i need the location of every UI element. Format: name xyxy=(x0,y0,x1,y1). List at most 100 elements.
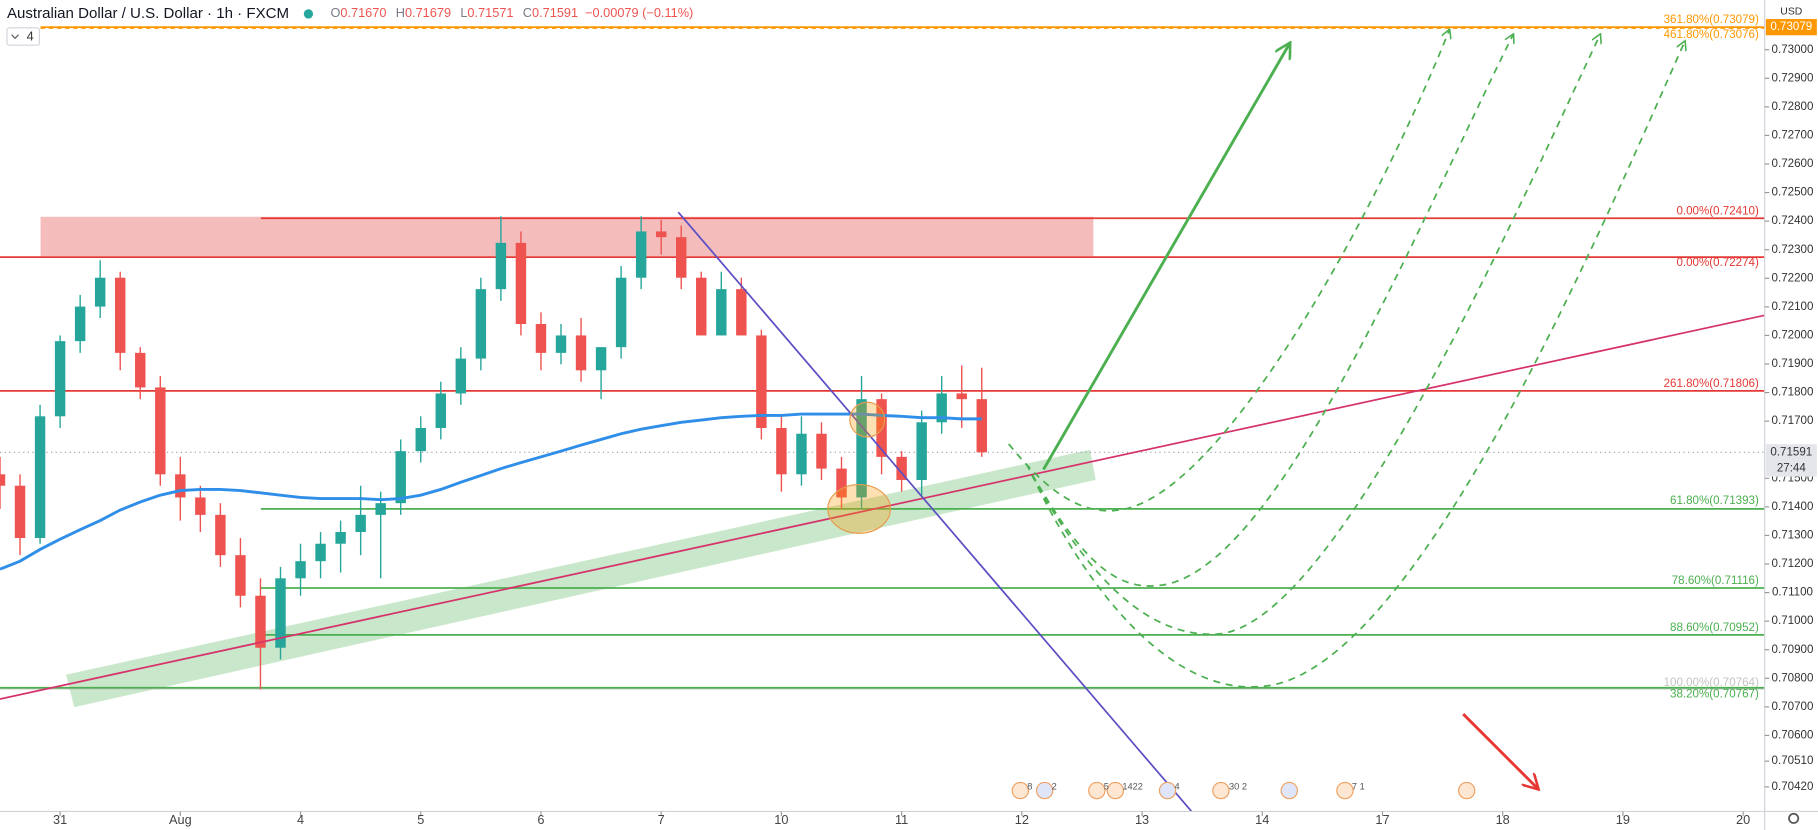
event-icon[interactable] xyxy=(1035,781,1054,800)
x-tick-label: 19 xyxy=(1616,812,1630,827)
candle-body xyxy=(916,422,927,481)
candle-body xyxy=(776,428,787,475)
y-tick-label: 0.72500 xyxy=(1772,187,1814,199)
candle-body xyxy=(94,277,106,307)
event-icon[interactable] xyxy=(1336,781,1354,800)
settings-icon[interactable] xyxy=(1788,812,1800,824)
drawings-front xyxy=(0,30,1765,812)
y-tick-label: 0.72700 xyxy=(1772,129,1814,141)
event-icon[interactable] xyxy=(1088,781,1106,800)
level-label: 361.80%(0.73079) xyxy=(1664,14,1759,26)
event-label: 2 xyxy=(1052,782,1057,792)
level-label: 261.80%(0.71806) xyxy=(1664,378,1759,390)
y-tick-label: 0.71300 xyxy=(1772,530,1814,542)
level-label: 461.80%(0.73076) xyxy=(1664,29,1759,41)
x-tick-label: 7 xyxy=(658,812,665,827)
y-tick-label: 0.72000 xyxy=(1772,330,1814,342)
x-tick-label: 18 xyxy=(1496,812,1510,827)
highlight xyxy=(849,401,886,438)
price-tag xyxy=(1765,444,1817,477)
trend-line xyxy=(0,314,1765,700)
level-label: 100.00%(0.70764) xyxy=(1664,677,1759,689)
candle-body xyxy=(595,347,607,371)
highlight xyxy=(827,483,892,534)
candle-body xyxy=(275,578,286,648)
candle-body xyxy=(175,474,186,498)
event-icon[interactable] xyxy=(1158,781,1177,800)
legend-key: C xyxy=(523,5,532,20)
resistance-zone xyxy=(40,216,1094,257)
event-label: 30 2 xyxy=(1229,782,1247,792)
candle-body xyxy=(14,485,26,539)
event-icon[interactable] xyxy=(1011,781,1030,800)
y-tick-label: 0.70900 xyxy=(1772,644,1814,656)
forecast-path xyxy=(1031,35,1600,635)
candle-body xyxy=(495,242,507,290)
event-icon[interactable] xyxy=(1212,781,1230,800)
y-tick-label: 0.72600 xyxy=(1772,158,1814,170)
legend-key: L xyxy=(460,5,467,20)
candle-body xyxy=(756,335,767,429)
countdown: 27:44 xyxy=(1777,463,1807,475)
candle-body xyxy=(896,456,907,481)
candle-body xyxy=(0,474,6,486)
candle-body xyxy=(956,393,967,400)
x-tick-label: 6 xyxy=(537,812,544,827)
event-label: 4 xyxy=(1175,782,1180,792)
candle-body xyxy=(415,428,426,452)
forecast-arrow xyxy=(1042,44,1289,471)
event-icon[interactable] xyxy=(1280,781,1298,800)
candle-body xyxy=(696,277,707,336)
candle-body xyxy=(716,289,727,336)
candle-body xyxy=(976,399,987,453)
candle-body xyxy=(235,555,246,596)
legend-value: 0.71679 xyxy=(405,5,451,20)
indicator-toggle[interactable] xyxy=(6,27,41,46)
y-tick-label: 0.71500 xyxy=(1772,472,1814,484)
y-tick-label: 0.71400 xyxy=(1772,501,1814,513)
ohlc-legend: O0.71670 H0.71679 L0.71571 C0.71591 −0.00079… xyxy=(330,5,693,20)
event-label: 1422 xyxy=(1122,782,1143,792)
moving-average xyxy=(0,412,982,571)
candle-body xyxy=(475,289,487,359)
chevron xyxy=(11,34,19,40)
currency: USD xyxy=(1780,6,1802,17)
x-tick-label: Aug xyxy=(169,812,192,827)
candle-body xyxy=(615,277,627,348)
candle-body xyxy=(375,503,386,515)
candle-body xyxy=(355,514,366,533)
x-tick-label: 11 xyxy=(895,812,908,827)
axes: 0.73000 0.72900 0.72800 0.72700 0.72600 0.725… xyxy=(53,19,1817,827)
candle-body xyxy=(74,306,86,342)
candle-body xyxy=(635,231,647,278)
y-tick-label: 0.73000 xyxy=(1772,44,1814,56)
candle-body xyxy=(816,433,827,469)
event-label: 5 xyxy=(1104,782,1109,792)
down-trend-line xyxy=(677,211,1193,812)
level-label: 0.00%(0.72274) xyxy=(1676,257,1759,269)
y-tick-label: 0.71100 xyxy=(1772,587,1813,599)
x-tick-label: 4 xyxy=(297,812,304,827)
legend-value: 0.71591 xyxy=(532,5,578,20)
candle-body xyxy=(255,595,266,648)
events: 8 2 5 1422 4 30 2 7 1 xyxy=(1011,781,1476,800)
x-tick-label: 14 xyxy=(1255,812,1269,827)
candle-body xyxy=(555,335,567,353)
legend-change: −0.00079 (−0.11%) xyxy=(585,5,693,20)
candles xyxy=(0,216,987,690)
level-label: 88.60%(0.70952) xyxy=(1670,622,1759,634)
price-axis xyxy=(1764,0,1818,830)
x-tick-label: 20 xyxy=(1736,812,1750,827)
event-icon[interactable] xyxy=(1457,781,1476,800)
symbol-title: Australian Dollar / U.S. Dollar · 1h · F… xyxy=(7,5,289,22)
candle-body xyxy=(155,387,166,475)
candle-body xyxy=(295,561,306,579)
candle-body xyxy=(655,231,667,238)
event-icon[interactable] xyxy=(1106,781,1125,800)
candle-body xyxy=(836,468,847,498)
x-tick-label: 5 xyxy=(417,812,424,827)
forecast-path xyxy=(1036,42,1685,688)
y-tick-label: 0.70510 xyxy=(1772,755,1814,767)
